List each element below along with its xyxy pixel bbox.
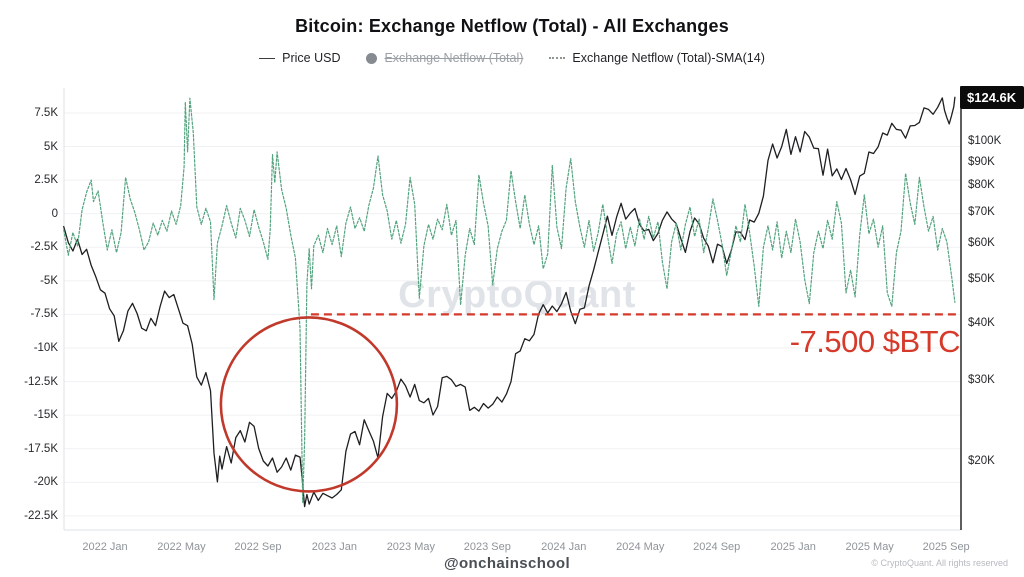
left-axis-tick-label: -12.5K: [24, 375, 58, 388]
left-axis-tick-label: 7.5K: [34, 106, 58, 119]
current-price-badge: $124.6K: [960, 85, 1024, 109]
dot-marker-icon: [366, 52, 378, 64]
left-axis-tick-label: -5K: [40, 274, 58, 287]
right-axis-tick-label: $80K: [968, 179, 995, 192]
legend-label-disabled: Exchange Netflow (Total): [384, 51, 524, 65]
x-axis-tick-label: 2022 Sep: [234, 541, 282, 553]
x-axis-tick-label: 2024 May: [616, 541, 665, 553]
left-axis-tick-label: 2.5K: [34, 174, 58, 187]
dotted-line-marker-icon: [549, 57, 566, 59]
threshold-annotation-label: -7.500 $BTC: [789, 324, 961, 360]
x-axis-tick-label: 2022 May: [157, 541, 206, 553]
chart-legend: Price USD Exchange Netflow (Total) Excha…: [0, 48, 1024, 68]
line-marker-icon: [259, 57, 276, 59]
x-axis-tick-label: 2022 Jan: [82, 541, 128, 553]
x-axis-tick-label: 2024 Jan: [541, 541, 587, 553]
footer-copyright: © CryptoQuant. All rights reserved: [871, 558, 1008, 568]
legend-item-price-usd[interactable]: Price USD: [259, 51, 340, 65]
right-axis-tick-label: $40K: [968, 317, 995, 330]
right-axis-tick-label: $90K: [968, 155, 995, 168]
highlight-circle: [219, 316, 399, 493]
left-axis-tick-label: -20K: [33, 476, 58, 489]
left-axis-tick-label: -15K: [33, 409, 58, 422]
right-axis-tick-label: $100K: [968, 135, 1002, 147]
left-axis-tick-label: -7.5K: [30, 308, 59, 321]
x-axis-tick-label: 2024 Sep: [693, 541, 741, 553]
sma-line: [63, 97, 956, 503]
legend-label: Price USD: [282, 51, 341, 65]
x-axis-tick-label: 2023 Jan: [311, 541, 358, 553]
right-axis-tick-label: $20K: [968, 454, 995, 467]
left-axis-tick-label: -22.5K: [24, 509, 58, 522]
left-axis-tick-label: 5K: [43, 140, 58, 153]
price-line: [63, 96, 956, 508]
x-axis-tick-label: 2025 Sep: [922, 541, 970, 553]
right-axis-tick-label: $60K: [968, 236, 995, 249]
legend-item-exchange-netflow[interactable]: Exchange Netflow (Total): [366, 51, 523, 65]
footer-handle: @onchainschool: [443, 555, 571, 572]
right-axis-tick-label: $50K: [968, 272, 995, 285]
right-axis-tick-label: $70K: [968, 205, 995, 218]
left-axis-tick-label: -2.5K: [30, 241, 59, 254]
left-axis-tick-label: 0: [51, 207, 58, 220]
left-axis-tick-label: -17.5K: [24, 442, 58, 455]
x-axis-tick-label: 2025 Jan: [770, 541, 816, 553]
right-axis-tick-label: $30K: [968, 374, 995, 387]
left-axis-tick-label: -10K: [33, 342, 58, 354]
page-title: Bitcoin: Exchange Netflow (Total) - All …: [295, 16, 729, 36]
x-axis-tick-label: 2023 May: [386, 541, 435, 553]
x-axis-tick-label: 2025 May: [845, 541, 894, 553]
legend-item-netflow-sma[interactable]: Exchange Netflow (Total)-SMA(14): [549, 51, 765, 65]
x-axis-tick-label: 2023 Sep: [463, 541, 511, 553]
legend-label: Exchange Netflow (Total)-SMA(14): [572, 51, 765, 65]
